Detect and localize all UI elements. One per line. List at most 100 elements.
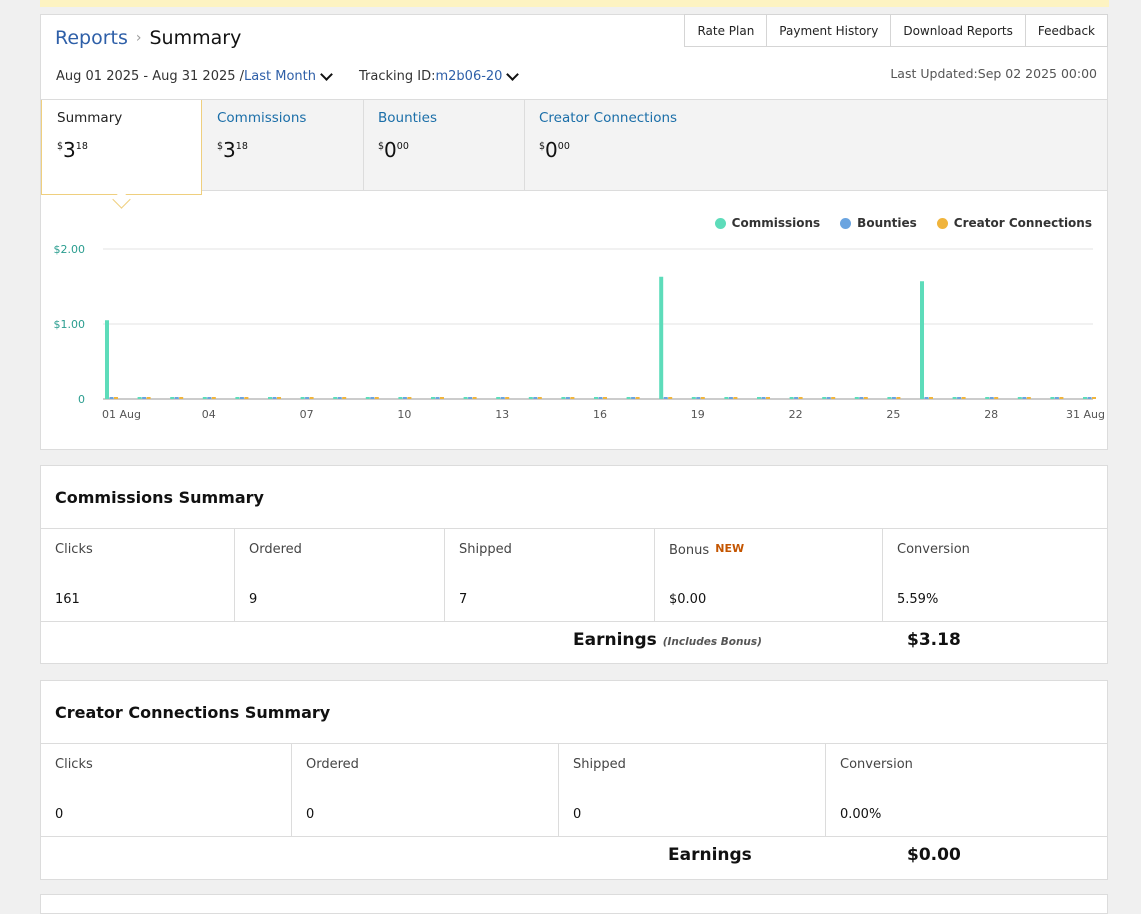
summary-report-card: Reports › Summary Rate Plan Payment Hist…	[40, 14, 1108, 450]
bar-commissions	[496, 397, 501, 399]
bar-commissions	[887, 397, 892, 399]
bar-commissions	[920, 281, 924, 399]
bar-creator-connections	[766, 397, 770, 399]
bar-creator-connections	[700, 397, 705, 399]
bar-commissions	[659, 276, 664, 399]
bar-creator-connections	[863, 397, 868, 399]
bar-bounties	[500, 397, 505, 399]
x-tick-label: 28	[984, 408, 998, 421]
commissions-summary-title: Commissions Summary	[55, 488, 264, 507]
y-tick-label: $1.00	[54, 318, 86, 331]
tab-summary[interactable]: Summary $3 18	[41, 100, 202, 195]
stat-ordered: Ordered 9	[235, 529, 445, 621]
bar-creator-connections	[1092, 397, 1096, 399]
next-section-card	[40, 894, 1108, 914]
bar-creator-connections	[668, 397, 673, 399]
bar-creator-connections	[537, 397, 542, 399]
earnings-label: Earnings	[668, 845, 752, 865]
x-tick-label: 31 Aug	[1066, 408, 1105, 421]
bar-bounties	[142, 397, 147, 399]
legend-item-creator-connections[interactable]: Creator Connections	[936, 216, 1092, 230]
bar-creator-connections	[374, 397, 379, 399]
bar-creator-connections	[505, 397, 510, 399]
payment-history-button[interactable]: Payment History	[766, 14, 892, 47]
bar-bounties	[891, 397, 896, 399]
x-tick-label: 19	[691, 408, 705, 421]
bar-bounties	[957, 397, 962, 399]
bar-commissions	[952, 397, 957, 399]
last-updated-text: Last Updated:Sep 02 2025 00:00	[890, 66, 1097, 81]
download-reports-button[interactable]: Download Reports	[890, 14, 1026, 47]
legend-item-bounties[interactable]: Bounties	[840, 216, 917, 230]
chevron-down-icon[interactable]	[506, 68, 520, 81]
bar-bounties	[989, 397, 994, 399]
bar-bounties	[272, 397, 277, 399]
bar-commissions	[561, 397, 566, 399]
period-dropdown[interactable]: Last Month	[244, 69, 316, 84]
bar-creator-connections	[1059, 397, 1064, 399]
bar-creator-connections	[440, 397, 444, 399]
bar-commissions	[300, 397, 305, 399]
notification-bar	[40, 0, 1109, 7]
legend-item-commissions[interactable]: Commissions	[714, 216, 820, 230]
feedback-button[interactable]: Feedback	[1024, 14, 1108, 47]
breadcrumb-reports-link[interactable]: Reports	[55, 27, 128, 49]
date-range-text: Aug 01 2025 - Aug 31 2025 /	[56, 69, 245, 84]
bar-bounties	[663, 397, 668, 399]
bar-creator-connections	[114, 397, 118, 399]
bar-creator-connections	[342, 397, 347, 399]
report-actions: Rate Plan Payment History Download Repor…	[684, 14, 1108, 47]
tab-bounties[interactable]: Bounties $0 00	[363, 100, 524, 190]
chart-legend: Commissions Bounties Creator Connections	[695, 216, 1092, 230]
x-tick-label: 13	[495, 408, 509, 421]
bar-creator-connections	[603, 397, 607, 399]
bar-creator-connections	[570, 397, 575, 399]
bar-commissions	[202, 397, 207, 399]
tab-creator-connections[interactable]: Creator Connections $0 00	[524, 100, 724, 190]
bar-commissions	[333, 397, 338, 399]
bar-creator-connections	[146, 397, 151, 399]
bar-commissions	[822, 397, 827, 399]
bar-commissions	[1017, 397, 1022, 399]
bar-commissions	[431, 397, 435, 399]
creator-connections-summary-title: Creator Connections Summary	[55, 703, 331, 722]
x-tick-label: 07	[300, 408, 314, 421]
bar-commissions	[691, 397, 696, 399]
bar-bounties	[207, 397, 212, 399]
bar-bounties	[1087, 397, 1092, 399]
chevron-down-icon[interactable]	[320, 68, 333, 81]
bar-bounties	[402, 397, 407, 399]
bar-bounties	[761, 397, 766, 399]
bar-creator-connections	[896, 397, 901, 399]
bar-commissions	[1083, 397, 1087, 399]
stat-conversion: Conversion 0.00%	[840, 757, 913, 822]
bar-creator-connections	[1026, 397, 1031, 399]
bar-commissions	[235, 397, 240, 399]
bar-bounties	[305, 397, 310, 399]
breadcrumb-separator-icon: ›	[135, 30, 142, 46]
bar-commissions	[789, 397, 794, 399]
bar-bounties	[468, 397, 473, 399]
bar-commissions	[724, 397, 729, 399]
bar-creator-connections	[961, 397, 966, 399]
x-tick-label: 16	[593, 408, 607, 421]
page-title: Summary	[149, 27, 242, 49]
commissions-summary-card: Commissions Summary Clicks 161 Ordered 9…	[40, 465, 1108, 664]
bar-bounties	[859, 397, 864, 399]
stat-clicks: Clicks 0	[41, 744, 292, 836]
bar-bounties	[631, 397, 636, 399]
tab-commissions[interactable]: Commissions $3 18	[202, 100, 363, 190]
breadcrumb: Reports › Summary	[55, 27, 241, 49]
bar-bounties	[174, 397, 179, 399]
bar-commissions	[268, 397, 272, 399]
bar-commissions	[594, 397, 598, 399]
stat-ordered: Ordered 0	[292, 744, 559, 836]
bar-creator-connections	[179, 397, 184, 399]
bar-commissions	[985, 397, 990, 399]
bar-commissions	[528, 397, 533, 399]
x-tick-label: 01 Aug	[102, 408, 141, 421]
tracking-id-dropdown[interactable]: m2b06-20	[435, 69, 503, 84]
rate-plan-button[interactable]: Rate Plan	[684, 14, 768, 47]
bar-bounties	[533, 397, 538, 399]
bar-bounties	[1054, 397, 1059, 399]
